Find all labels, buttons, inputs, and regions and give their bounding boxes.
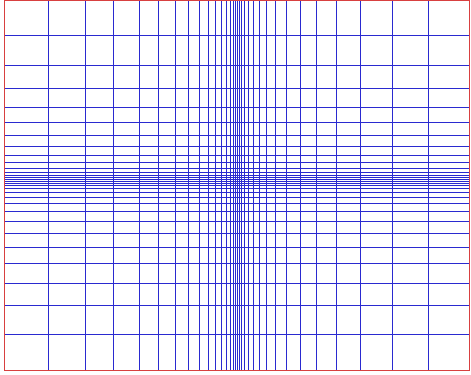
- grid-lines: [4, 0, 470, 370]
- frame: [4, 0, 470, 371]
